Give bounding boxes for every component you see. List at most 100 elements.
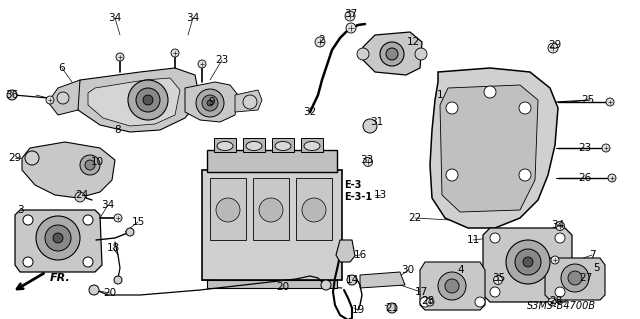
Circle shape [490,233,500,243]
Polygon shape [440,85,538,212]
Text: 7: 7 [589,250,595,260]
Text: 14: 14 [346,275,358,285]
Circle shape [484,86,496,98]
Circle shape [519,169,531,181]
Text: 21: 21 [385,303,399,313]
Text: E-3: E-3 [344,180,362,190]
Text: 27: 27 [579,273,593,283]
Text: 37: 37 [344,9,358,19]
Circle shape [136,88,160,112]
Text: 11: 11 [467,235,479,245]
Polygon shape [363,32,422,75]
Circle shape [548,298,556,306]
Circle shape [493,276,502,285]
Circle shape [568,271,582,285]
Polygon shape [430,68,558,228]
Ellipse shape [246,142,262,151]
Text: 23: 23 [579,143,591,153]
Text: 35: 35 [492,273,506,283]
Circle shape [114,214,122,222]
Circle shape [364,158,372,167]
Text: 8: 8 [115,125,122,135]
Circle shape [420,297,430,307]
Polygon shape [22,142,115,198]
Polygon shape [296,178,332,240]
Circle shape [46,96,54,104]
Polygon shape [253,178,289,240]
Circle shape [475,297,485,307]
Ellipse shape [217,142,233,151]
Circle shape [548,43,558,53]
Circle shape [556,221,564,231]
Circle shape [490,287,500,297]
Circle shape [315,37,325,47]
Circle shape [506,240,550,284]
Polygon shape [483,228,572,302]
Ellipse shape [275,142,291,151]
Circle shape [198,60,206,68]
Polygon shape [420,262,485,310]
Text: 28: 28 [549,296,563,306]
Text: 19: 19 [351,305,365,315]
Circle shape [380,42,404,66]
Ellipse shape [304,142,320,151]
Text: 3: 3 [17,205,23,215]
Circle shape [302,198,326,222]
Circle shape [345,11,355,21]
Polygon shape [48,80,80,115]
Text: 9: 9 [209,97,215,107]
Circle shape [363,119,377,133]
Circle shape [387,303,397,313]
Polygon shape [76,68,200,132]
Text: 18: 18 [106,243,120,253]
Text: 4: 4 [458,265,464,275]
Polygon shape [235,90,262,112]
Circle shape [128,80,168,120]
Polygon shape [207,150,337,172]
Circle shape [555,287,565,297]
Text: 34: 34 [101,200,115,210]
Text: 13: 13 [373,190,387,200]
Circle shape [75,192,85,202]
Text: 23: 23 [216,55,228,65]
Text: 29: 29 [8,153,22,163]
Circle shape [216,198,240,222]
Circle shape [606,98,614,106]
Text: 22: 22 [408,213,422,223]
Circle shape [80,155,100,175]
Text: 10: 10 [90,157,104,167]
Circle shape [446,102,458,114]
Text: 1: 1 [436,90,444,100]
Circle shape [23,215,33,225]
Text: FR.: FR. [50,273,71,283]
Text: 20: 20 [104,288,116,298]
Circle shape [83,215,93,225]
Circle shape [438,272,466,300]
Polygon shape [185,82,238,122]
Circle shape [45,225,71,251]
Circle shape [171,49,179,57]
Text: S3M3-B4700B: S3M3-B4700B [527,301,596,311]
Circle shape [207,100,213,106]
Polygon shape [15,210,102,272]
Circle shape [555,233,565,243]
Circle shape [36,216,80,260]
Circle shape [523,257,533,267]
Circle shape [126,228,134,236]
Text: 34: 34 [552,220,564,230]
Polygon shape [88,78,180,126]
Circle shape [602,144,610,152]
Circle shape [357,48,369,60]
Circle shape [519,102,531,114]
Circle shape [25,151,39,165]
Polygon shape [243,138,265,152]
Text: 30: 30 [401,265,415,275]
Circle shape [202,95,218,111]
Text: 28: 28 [421,296,435,306]
Circle shape [7,90,17,100]
Polygon shape [545,258,605,300]
Circle shape [53,233,63,243]
Circle shape [85,160,95,170]
Circle shape [259,198,283,222]
Text: 31: 31 [371,117,383,127]
